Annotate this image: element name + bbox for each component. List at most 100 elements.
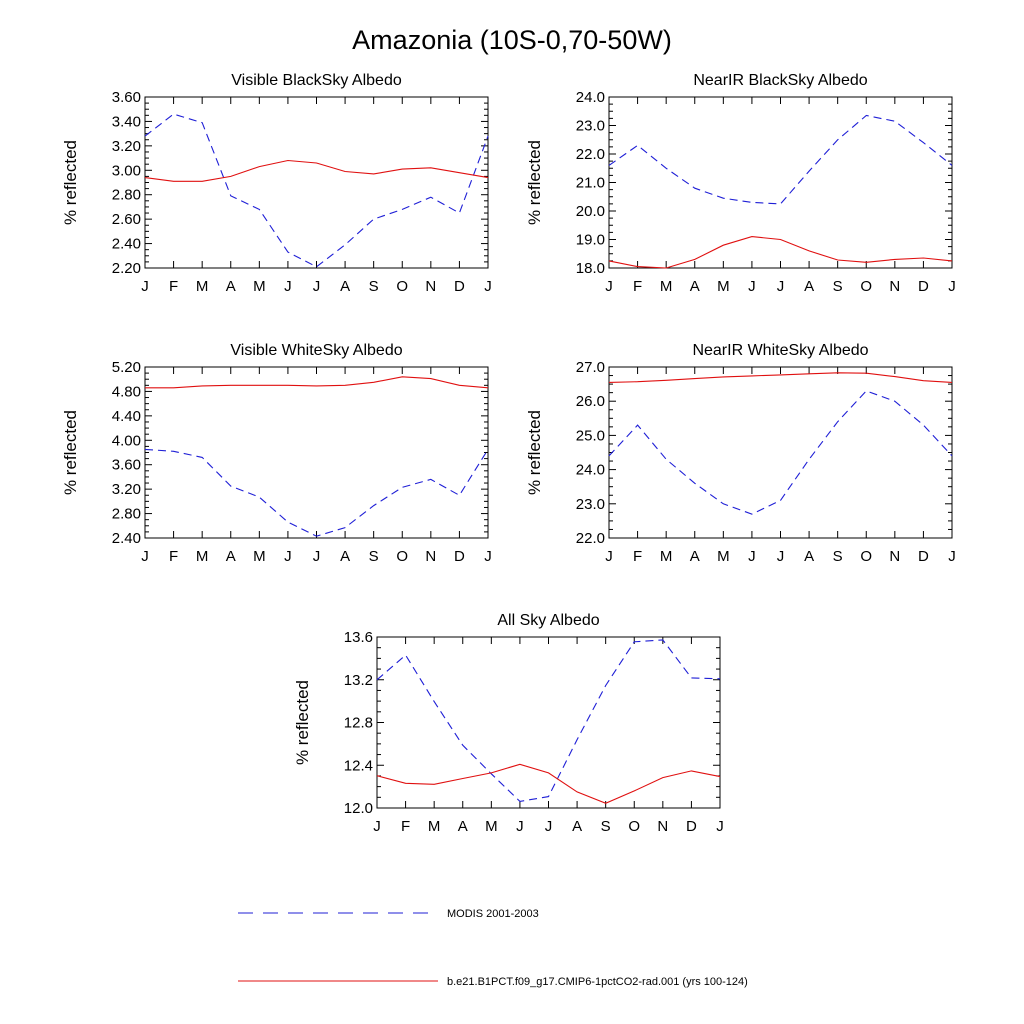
y-tick-label: 4.80	[112, 383, 141, 400]
y-tick-label: 13.6	[344, 629, 373, 646]
y-tick-label: 2.20	[112, 260, 141, 277]
y-tick-label: 3.40	[112, 113, 141, 130]
series-line-modis	[608, 390, 953, 515]
series-line-modis	[144, 448, 489, 537]
y-tick-label: 12.0	[344, 800, 373, 817]
legend: MODIS 2001-2003 b.e21.B1PCT.f09_g17.CMIP…	[238, 908, 748, 988]
y-tick-label: 2.60	[112, 211, 141, 228]
y-tick-label: 21.0	[576, 175, 605, 192]
x-tick-label: J	[545, 818, 553, 835]
y-tick-label: 22.0	[576, 146, 605, 163]
series-line-modis	[144, 113, 489, 268]
x-tick-label: D	[686, 818, 697, 835]
y-tick-label: 2.40	[112, 530, 141, 547]
x-tick-label: J	[777, 278, 785, 295]
plot-frame	[144, 366, 489, 539]
x-tick-label: M	[485, 818, 498, 835]
x-tick-label: J	[948, 548, 956, 565]
x-tick-label: J	[141, 548, 149, 565]
x-tick-label: M	[717, 278, 730, 295]
x-tick-label: A	[340, 278, 350, 295]
panel-title: NearIR BlackSky Albedo	[693, 72, 867, 89]
panel-title: NearIR WhiteSky Albedo	[692, 342, 868, 359]
x-tick-label: J	[484, 548, 492, 565]
y-axis-label: % reflected	[293, 680, 312, 765]
y-tick-label: 3.60	[112, 457, 141, 474]
x-tick-label: M	[253, 278, 266, 295]
x-tick-label: A	[572, 818, 582, 835]
panel-title: All Sky Albedo	[497, 612, 599, 629]
y-tick-label: 5.20	[112, 359, 141, 376]
x-tick-label: J	[141, 278, 149, 295]
x-tick-label: S	[833, 548, 843, 565]
x-tick-label: A	[804, 548, 814, 565]
legend-item-modis: MODIS 2001-2003	[238, 908, 539, 920]
x-tick-label: A	[340, 548, 350, 565]
y-tick-label: 2.40	[112, 236, 141, 253]
figure-title: Amazonia (10S-0,70-50W)	[352, 25, 672, 55]
series-line-model	[144, 159, 489, 182]
y-tick-label: 4.00	[112, 432, 141, 449]
y-tick-label: 4.40	[112, 408, 141, 425]
x-tick-label: D	[918, 278, 929, 295]
x-tick-label: N	[425, 548, 436, 565]
y-tick-label: 3.20	[112, 481, 141, 498]
x-tick-label: N	[889, 548, 900, 565]
x-tick-label: A	[458, 818, 468, 835]
x-tick-label: N	[657, 818, 668, 835]
y-axis-label: % reflected	[525, 410, 544, 495]
y-tick-label: 3.60	[112, 89, 141, 106]
x-tick-label: O	[628, 818, 640, 835]
x-tick-label: A	[804, 278, 814, 295]
plot-frame	[608, 96, 953, 269]
y-tick-label: 12.4	[344, 757, 373, 774]
x-tick-label: A	[226, 548, 236, 565]
y-tick-label: 25.0	[576, 427, 605, 444]
series-line-modis	[608, 114, 953, 205]
y-axis-label: % reflected	[525, 140, 544, 225]
y-tick-label: 2.80	[112, 506, 141, 523]
y-tick-label: 19.0	[576, 232, 605, 249]
x-tick-label: J	[373, 818, 381, 835]
y-tick-label: 2.80	[112, 187, 141, 204]
plot-frame	[376, 636, 721, 809]
x-tick-label: D	[918, 548, 929, 565]
x-tick-label: O	[396, 548, 408, 565]
series-line-model	[376, 763, 721, 804]
panel-title: Visible WhiteSky Albedo	[230, 342, 402, 359]
x-tick-label: M	[428, 818, 441, 835]
x-tick-label: J	[748, 278, 756, 295]
x-tick-label: J	[948, 278, 956, 295]
x-tick-label: F	[633, 548, 642, 565]
legend-label-modis: MODIS 2001-2003	[447, 908, 539, 920]
y-tick-label: 22.0	[576, 530, 605, 547]
x-tick-label: O	[860, 278, 872, 295]
x-tick-label: O	[860, 548, 872, 565]
y-tick-label: 3.00	[112, 162, 141, 179]
y-tick-label: 3.20	[112, 138, 141, 155]
x-tick-label: A	[226, 278, 236, 295]
x-tick-label: A	[690, 278, 700, 295]
plot-frame	[608, 366, 953, 539]
x-tick-label: F	[169, 548, 178, 565]
panel-title: Visible BlackSky Albedo	[231, 72, 402, 89]
x-tick-label: J	[605, 548, 613, 565]
y-tick-label: 24.0	[576, 462, 605, 479]
x-tick-label: M	[660, 548, 673, 565]
x-tick-label: M	[253, 548, 266, 565]
x-tick-label: D	[454, 278, 465, 295]
y-axis-label: % reflected	[61, 410, 80, 495]
x-tick-label: J	[605, 278, 613, 295]
y-tick-label: 23.0	[576, 496, 605, 513]
x-tick-label: N	[425, 278, 436, 295]
x-tick-label: J	[716, 818, 724, 835]
series-line-model	[608, 372, 953, 383]
x-tick-label: J	[284, 548, 292, 565]
x-tick-label: S	[369, 548, 379, 565]
x-tick-label: M	[196, 548, 209, 565]
x-tick-label: M	[196, 278, 209, 295]
